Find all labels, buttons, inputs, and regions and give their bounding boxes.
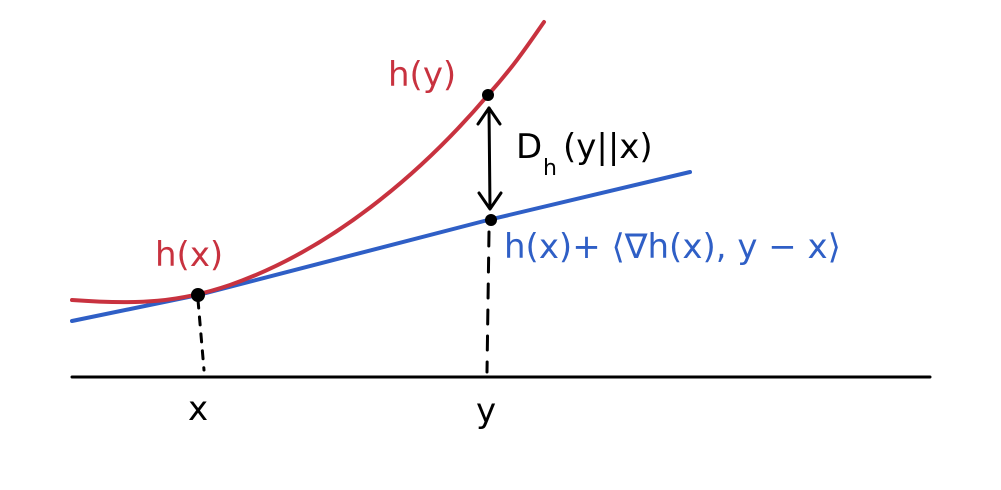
divergence-arrow-head-top — [476, 106, 502, 126]
tick-label-x: x — [188, 389, 208, 429]
point-h-x — [191, 288, 205, 302]
label-h-x: h(x) — [155, 235, 223, 275]
function-curve — [70, 20, 546, 305]
label-divergence-sub: h — [543, 156, 557, 181]
label-divergence-args: (y||x) — [563, 127, 653, 167]
label-h-y: h(y) — [388, 55, 456, 95]
label-divergence-main: D — [516, 127, 542, 167]
point-h-y — [482, 89, 494, 101]
divergence-arrow-shaft — [487, 106, 492, 210]
point-tangent-at-y — [485, 214, 497, 226]
label-tangent: h(x)+ ⟨∇h(x), y − x⟩ — [504, 227, 841, 267]
tick-label-y: y — [476, 391, 496, 431]
divergence-arrow-head-bottom — [477, 191, 503, 211]
tangent-line — [70, 170, 692, 323]
x-dashed-drop — [196, 298, 206, 372]
y-dashed-drop — [485, 230, 491, 374]
